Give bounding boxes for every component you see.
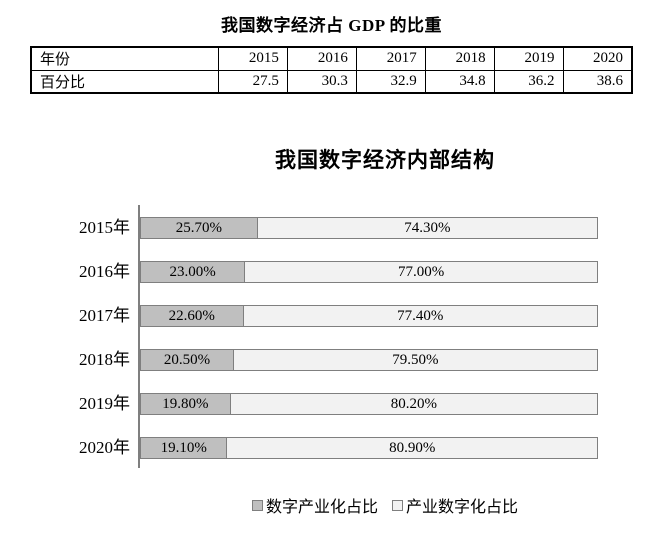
stacked-bar: 25.70% 74.30% <box>140 217 598 239</box>
bar-segment-industry-digitalization: 77.00% <box>245 261 598 283</box>
stacked-bar: 19.10% 80.90% <box>140 437 598 459</box>
segment-label: 19.10% <box>160 439 207 456</box>
y-axis-line <box>138 205 140 468</box>
category-label: 2016年 <box>79 262 130 281</box>
segment-label: 80.20% <box>390 395 437 412</box>
segment-label: 77.40% <box>397 307 444 324</box>
row-header-year: 年份 <box>30 46 219 71</box>
stacked-bar: 23.00% 77.00% <box>140 261 598 283</box>
value-cell: 34.8 <box>424 69 495 94</box>
bar-segment-digital-industrialization: 19.10% <box>140 437 228 459</box>
category-label: 2015年 <box>79 218 130 237</box>
bar-segment-industry-digitalization: 80.90% <box>227 437 598 459</box>
category-label: 2017年 <box>79 306 130 325</box>
bar-segment-digital-industrialization: 23.00% <box>140 261 246 283</box>
year-cell: 2017 <box>355 46 426 71</box>
bar-segment-industry-digitalization: 80.20% <box>230 393 598 415</box>
bar-segment-industry-digitalization: 79.50% <box>233 349 598 371</box>
stacked-bar: 19.80% 80.20% <box>140 393 598 415</box>
category-label: 2018年 <box>79 350 130 369</box>
segment-label: 19.80% <box>162 395 209 412</box>
category-label: 2019年 <box>79 394 130 413</box>
bar-segment-digital-industrialization: 20.50% <box>140 349 234 371</box>
year-cell: 2016 <box>286 46 357 71</box>
value-cell: 38.6 <box>562 69 633 94</box>
data-table: 年份 2015 2016 2017 2018 2019 2020 百分比 27.… <box>30 46 633 94</box>
segment-label: 74.30% <box>404 219 451 236</box>
legend: 数字产业化占比 产业数字化占比 <box>106 493 664 517</box>
value-cell: 30.3 <box>286 69 357 94</box>
table-title: 我国数字经济占 GDP 的比重 <box>221 16 442 35</box>
legend-label: 产业数字化占比 <box>406 499 519 516</box>
segment-label: 20.50% <box>163 351 211 368</box>
segment-label: 25.70% <box>175 219 222 236</box>
legend-item-industry-digitalization: 产业数字化占比 <box>392 493 518 517</box>
year-cell: 2015 <box>218 46 288 71</box>
bar-segment-digital-industrialization: 22.60% <box>140 305 244 327</box>
row-header-percentage: 百分比 <box>30 69 219 94</box>
segment-label: 23.00% <box>169 263 216 280</box>
year-cell: 2020 <box>562 46 633 71</box>
legend-swatch-dark-icon <box>251 499 263 511</box>
legend-swatch-light-icon <box>392 499 403 511</box>
table-row-years: 年份 2015 2016 2017 2018 2019 2020 <box>30 46 633 71</box>
year-cell: 2019 <box>493 46 564 71</box>
segment-label: 77.00% <box>398 263 445 280</box>
value-cell: 36.2 <box>493 69 564 94</box>
stacked-bar: 20.50% 79.50% <box>140 349 598 371</box>
value-cell: 32.9 <box>355 69 426 94</box>
segment-label: 80.90% <box>389 439 436 456</box>
bar-segment-industry-digitalization: 77.40% <box>243 305 598 327</box>
segment-label: 79.50% <box>392 351 439 368</box>
legend-item-digital-industrialization: 数字产业化占比 <box>251 493 378 517</box>
table-row-percentages: 百分比 27.5 30.3 32.9 34.8 36.2 38.6 <box>30 69 633 94</box>
bar-segment-digital-industrialization: 19.80% <box>140 393 231 415</box>
category-label: 2020年 <box>79 438 130 457</box>
stacked-bar: 22.60% 77.40% <box>140 305 598 327</box>
bar-segment-industry-digitalization: 74.30% <box>257 217 598 239</box>
bar-segment-digital-industrialization: 25.70% <box>140 217 258 239</box>
chart-title: 我国数字经济内部结构 <box>275 148 495 172</box>
year-cell: 2018 <box>424 46 495 71</box>
segment-label: 22.60% <box>168 307 215 324</box>
value-cell: 27.5 <box>218 69 288 94</box>
legend-label: 数字产业化占比 <box>265 499 378 516</box>
